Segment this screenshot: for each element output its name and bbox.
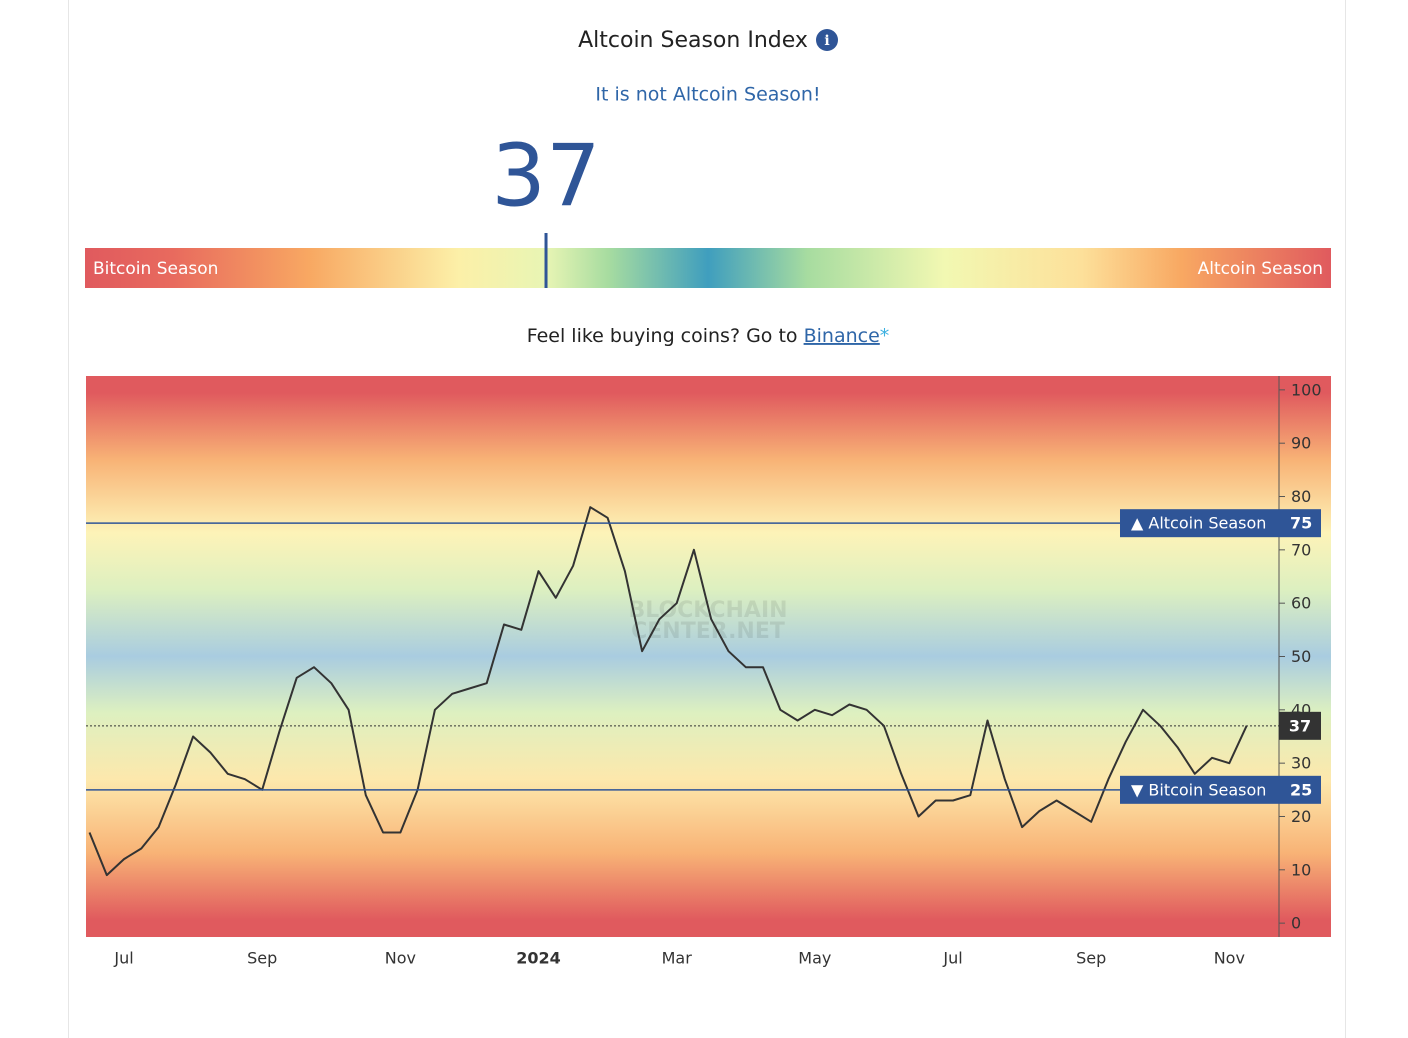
index-value: 37 — [491, 126, 600, 226]
plot-background — [86, 376, 1331, 937]
y-tick-label: 80 — [1291, 487, 1311, 506]
x-tick-label: Sep — [1076, 949, 1106, 968]
current-value: 37 — [1289, 716, 1311, 735]
reference-badge — [1120, 775, 1321, 804]
y-tick-label: 0 — [1291, 914, 1301, 933]
title: Altcoin Season Index — [578, 28, 808, 53]
info-icon[interactable] — [816, 29, 838, 51]
gauge-left-label: Bitcoin Season — [93, 259, 218, 279]
binance-link[interactable]: Binance — [804, 325, 880, 347]
x-tick-label: May — [798, 949, 831, 968]
reference-badge — [1120, 509, 1321, 538]
x-tick-label: Jul — [113, 949, 133, 968]
promo-mark: * — [880, 325, 890, 347]
index-line — [88, 506, 1248, 877]
x-tick-label: Nov — [1214, 949, 1245, 968]
gauge-right-label: Altcoin Season — [1198, 259, 1323, 279]
x-tick-label: Nov — [385, 949, 416, 968]
y-tick-label: 100 — [1291, 380, 1322, 399]
watermark: CENTER.NET — [631, 619, 785, 644]
reference-label: ▼ Bitcoin Season — [1131, 780, 1266, 799]
x-tick-label: Mar — [662, 949, 693, 968]
x-tick-label: 2024 — [516, 949, 561, 968]
y-tick-label: 90 — [1291, 434, 1311, 453]
reference-value: 25 — [1290, 780, 1312, 799]
card — [68, 0, 1346, 1038]
x-tick-label: Jul — [942, 949, 962, 968]
y-tick-label: 30 — [1291, 754, 1311, 773]
gauge-bar — [85, 248, 1331, 288]
reference-label: ▲ Altcoin Season — [1131, 514, 1266, 533]
watermark: BLOCKCHAIN — [628, 598, 787, 623]
y-tick-label: 20 — [1291, 807, 1311, 826]
promo-text: Feel like buying coins? Go to — [527, 325, 798, 347]
x-tick-label: Sep — [247, 949, 277, 968]
info-glyph: i — [824, 33, 829, 49]
reference-value: 75 — [1290, 514, 1312, 533]
y-tick-label: 70 — [1291, 540, 1311, 559]
y-tick-label: 60 — [1291, 594, 1311, 613]
subtitle: It is not Altcoin Season! — [595, 84, 820, 106]
y-tick-label: 10 — [1291, 860, 1311, 879]
y-tick-label: 50 — [1291, 647, 1311, 666]
current-badge — [1279, 711, 1321, 740]
promo: Feel like buying coins? Go to Binance* — [527, 325, 890, 347]
